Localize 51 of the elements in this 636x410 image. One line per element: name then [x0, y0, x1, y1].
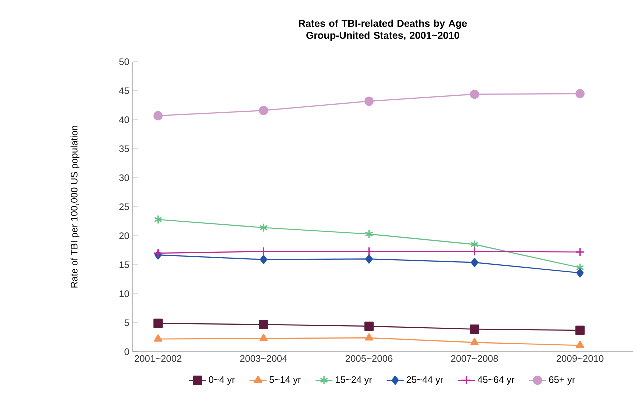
point — [470, 90, 480, 100]
point — [576, 340, 584, 348]
x-tick-label: 2003~2004 — [240, 355, 288, 362]
legend-label: 45~64 yr — [478, 376, 515, 386]
y-tick-label: 35 — [119, 146, 130, 152]
point — [154, 215, 162, 224]
point — [154, 111, 163, 121]
point — [259, 106, 268, 116]
chart-title: Rates of TBI-related Deaths by Age Group-United States, 2001~2010 — [299, 20, 468, 42]
y-tick-label: 20 — [120, 232, 130, 240]
y-tick-label: 45 — [119, 88, 130, 94]
point — [259, 247, 268, 256]
point — [576, 89, 585, 99]
point — [470, 324, 480, 334]
point — [260, 255, 268, 264]
point — [470, 240, 479, 250]
y-tick-label: 30 — [119, 174, 130, 182]
y-tick-label: 25 — [120, 204, 130, 210]
y-axis-title: Rate of TBI per 100,000 US population — [70, 126, 80, 288]
point — [154, 334, 162, 342]
point — [260, 223, 268, 233]
point — [365, 230, 374, 239]
point — [470, 247, 480, 256]
point — [260, 334, 268, 342]
point — [365, 333, 374, 341]
y-tick-label: 40 — [119, 116, 130, 124]
legend-label: 0~4 yr — [209, 376, 236, 386]
point — [364, 322, 374, 332]
point — [366, 254, 373, 264]
legend-label: 5~14 yr — [270, 376, 302, 386]
point — [154, 318, 163, 328]
legend-label: 25~44 yr — [406, 376, 444, 386]
y-tick-label: 5 — [124, 320, 130, 326]
point — [364, 96, 374, 106]
point — [471, 258, 478, 268]
y-tick-label: 0 — [124, 348, 130, 356]
legend-label: 15~24 yr — [336, 376, 372, 386]
point — [470, 338, 479, 346]
point — [576, 248, 585, 257]
y-tick-label: 10 — [120, 290, 130, 298]
y-tick-label: 50 — [119, 58, 130, 66]
x-tick-label: 2001~2002 — [134, 355, 182, 362]
x-tick-label: 2007~2008 — [451, 355, 498, 362]
legend-label: 65+ yr — [549, 376, 576, 386]
point — [259, 320, 268, 330]
point — [364, 247, 374, 256]
point — [576, 326, 585, 336]
point — [576, 268, 584, 278]
x-tick-label: 2005~2006 — [346, 355, 393, 362]
y-tick-label: 15 — [120, 262, 130, 268]
x-tick-label: 2009~2010 — [556, 355, 604, 362]
